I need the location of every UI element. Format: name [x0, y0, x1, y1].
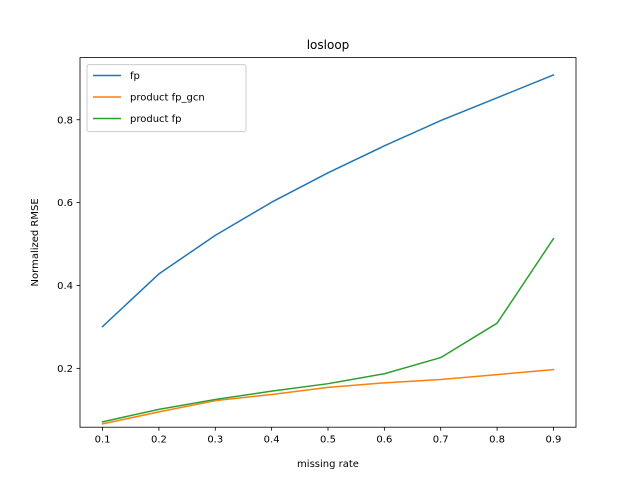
x-tick-label: 0.8: [489, 435, 505, 446]
y-tick-label: 0.4: [57, 281, 73, 292]
x-tick-label: 0.5: [320, 435, 336, 446]
x-tick-label: 0.3: [207, 435, 223, 446]
legend-box: [86, 64, 247, 133]
legend-label: product fp_gcn: [130, 93, 205, 104]
y-tick-label: 0.8: [57, 115, 73, 126]
x-tick-label: 0.2: [151, 435, 167, 446]
series-line-3: [101, 237, 555, 423]
y-tick-label: 0.2: [57, 364, 73, 375]
x-tick-label: 0.6: [376, 435, 392, 446]
x-axis-label: missing rate: [297, 459, 359, 470]
series-line-2: [101, 368, 555, 425]
x-axis-ticks: 0.1 0.2 0.3 0.4 0.5 0.6 0.7 0.8 0.9: [95, 427, 562, 446]
series-lines: [101, 74, 555, 425]
x-tick-label: 0.4: [264, 435, 280, 446]
plot-frame: [79, 57, 577, 428]
x-tick-label: 0.9: [546, 435, 562, 446]
x-tick-label: 0.1: [95, 435, 111, 446]
legend-label: product fp: [130, 114, 182, 125]
chart-title: losloop: [307, 38, 350, 52]
y-axis-ticks: 0.2 0.4 0.6 0.8: [57, 115, 80, 375]
y-axis-label: Normalized RMSE: [30, 198, 41, 286]
series-line-1: [101, 74, 555, 328]
legend-label: fp: [130, 71, 140, 82]
y-tick-label: 0.6: [57, 198, 73, 209]
x-tick-label: 0.7: [433, 435, 449, 446]
